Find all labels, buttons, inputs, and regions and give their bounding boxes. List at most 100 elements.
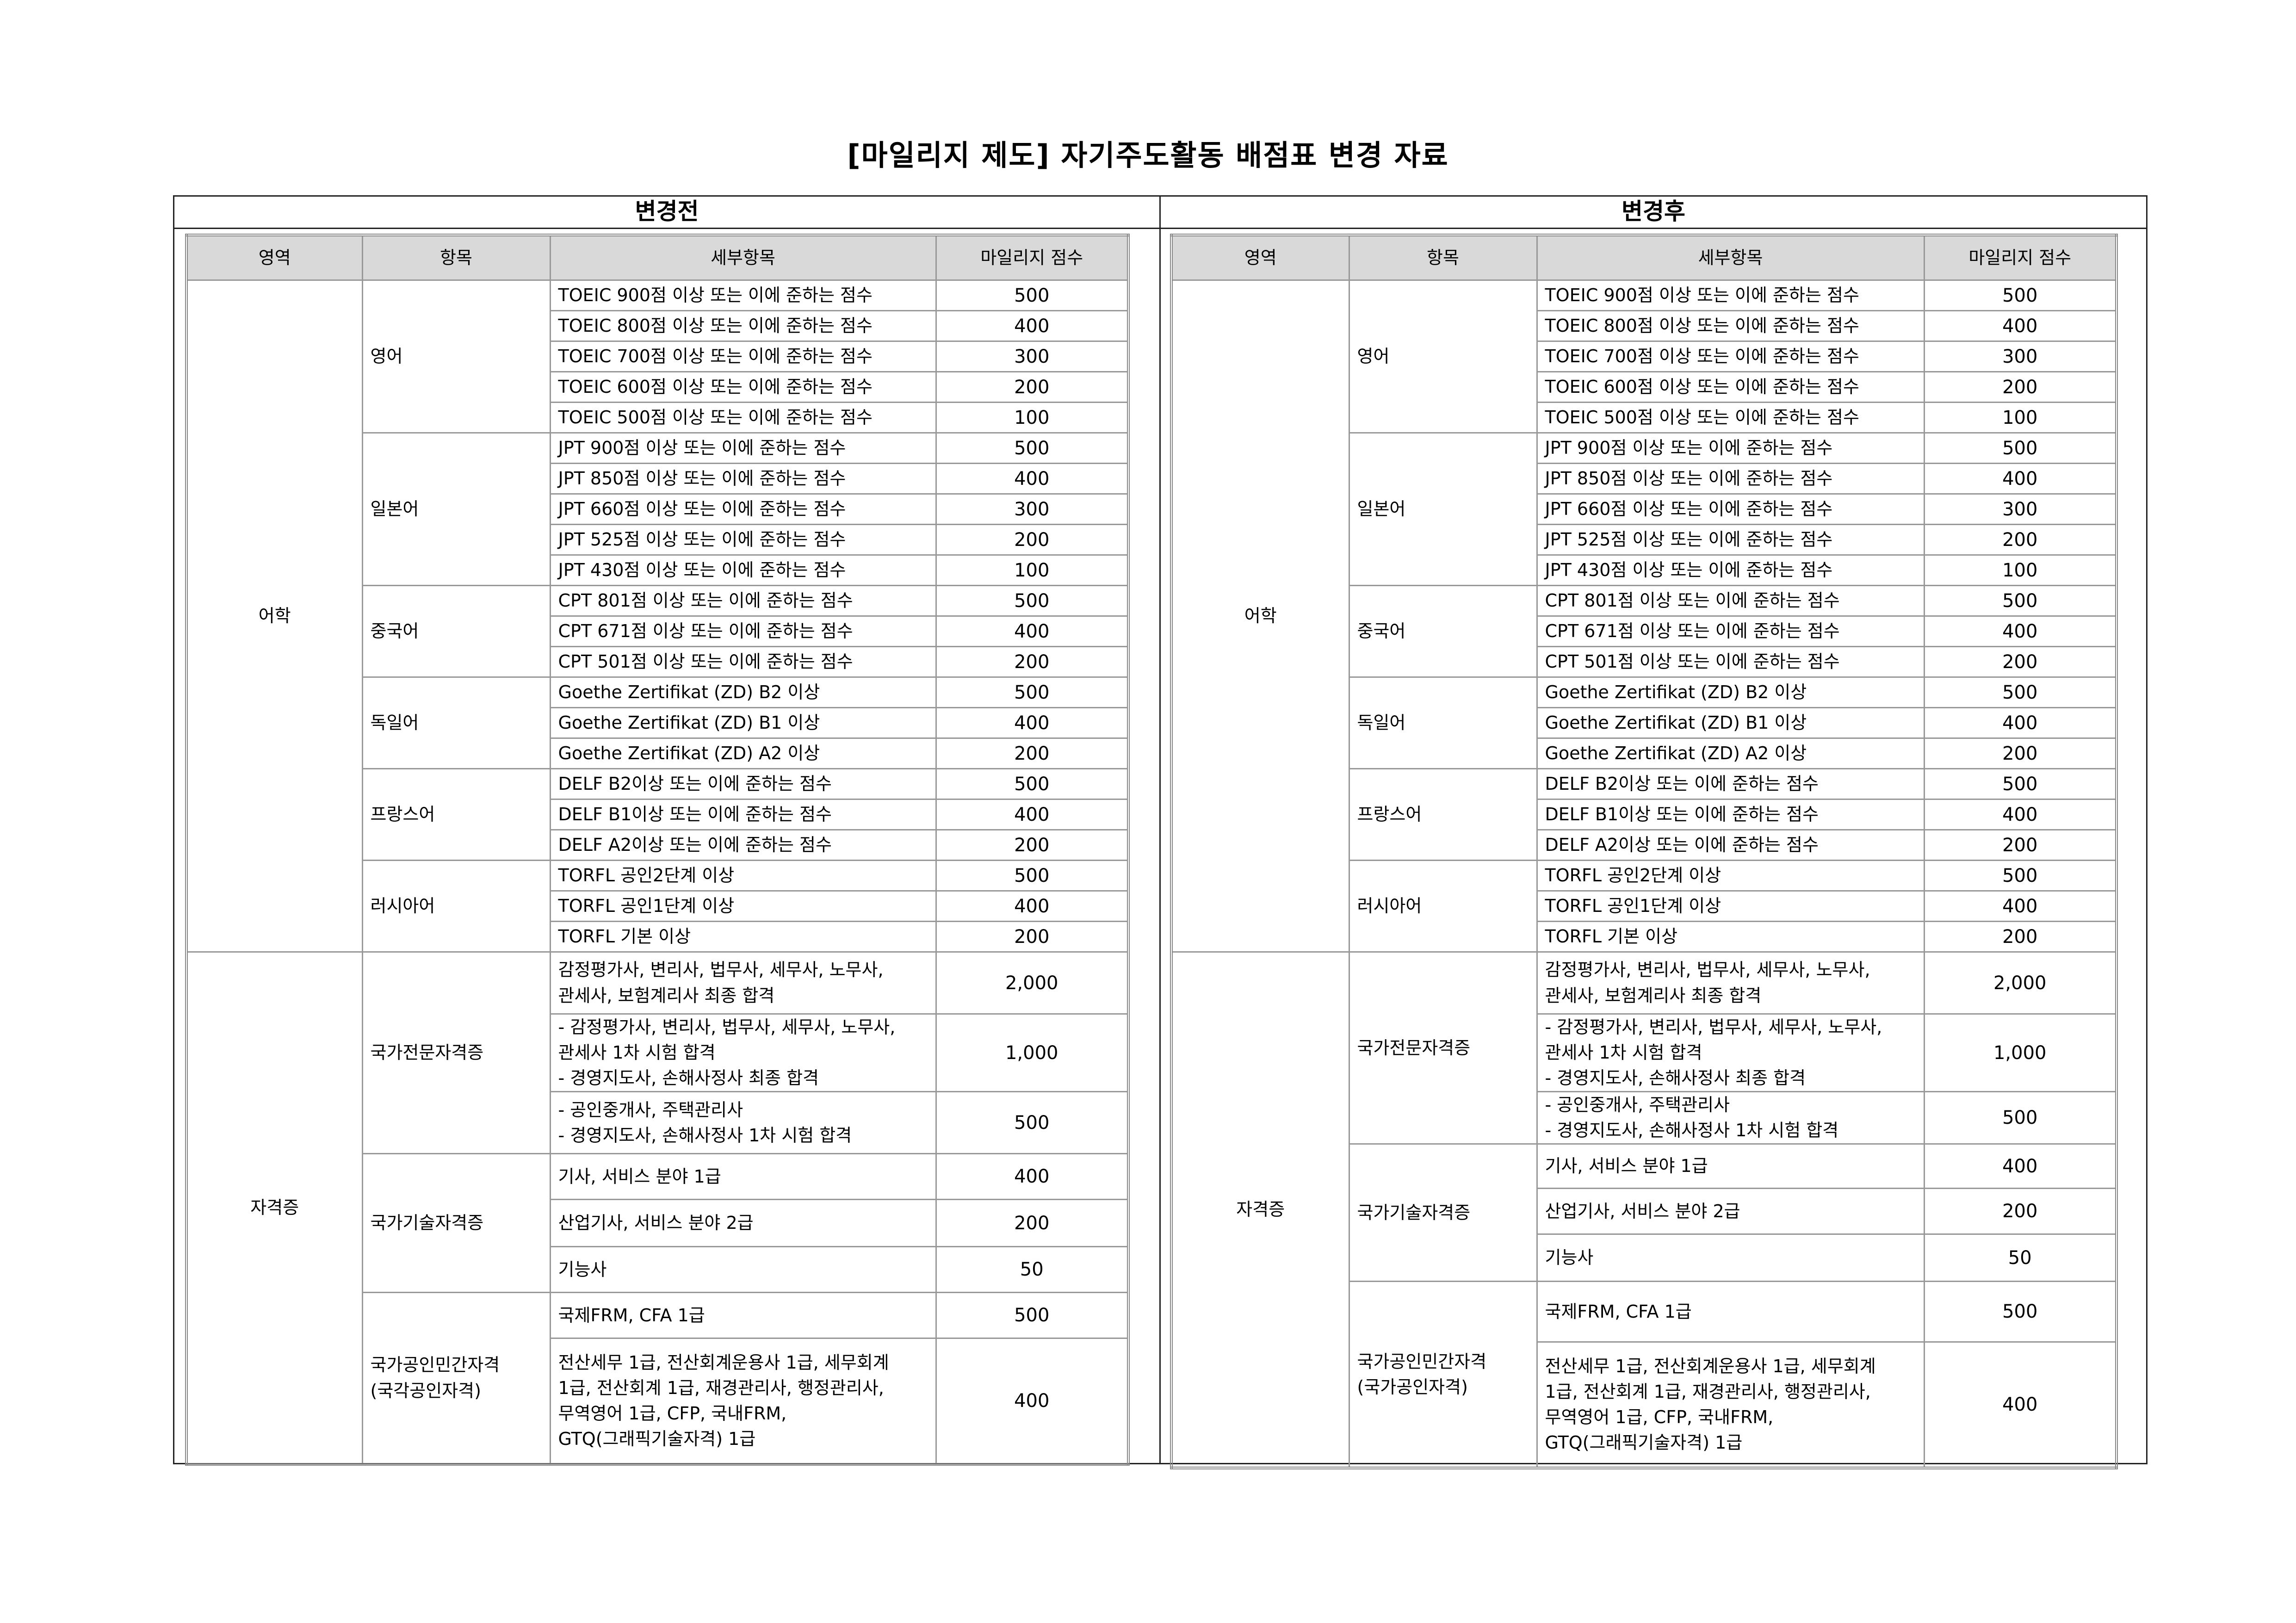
score-cell: 400 [935,310,1129,342]
score-cell: 200 [935,371,1129,403]
score-cell: 400 [1923,1341,2117,1469]
detail-cell: - 감정평가사, 변리사, 법무사, 세무사, 노무사, 관세사 1차 시험 합… [1536,1013,1925,1093]
score-cell: 500 [1923,585,2117,617]
page-title: [마일리지 제도] 자기주도활동 배점표 변경 자료 [847,138,1449,172]
score-cell: 500 [935,585,1129,617]
score-cell: 2,000 [1923,951,2117,1015]
score-cell: 300 [935,493,1129,525]
table-row: 프랑스어 DELF B2이상 또는 이에 준하는 점수 500 [1171,768,2117,861]
score-cell: 100 [1923,554,2117,586]
detail-cell: - 공인중개사, 주택관리사 - 경영지도사, 손해사정사 1차 시험 합격 [549,1091,937,1155]
score-cell: 500 [935,768,1129,800]
detail-cell: 기능사 [549,1246,937,1294]
table-row: - 감정평가사, 변리사, 법무사, 세무사, 노무사, 관세사 1차 시험 합… [1171,1013,2117,1093]
score-cell: 300 [935,341,1129,372]
table-row: 러시아어 TORFL 공인2단계 이상 500 [186,860,1129,953]
table-row: TOEIC 700점 이상 또는 이에 준하는 점수 300 [186,341,1129,372]
score-cell: 50 [935,1246,1129,1294]
item-cell: 중국어 [1348,585,1538,678]
score-cell: 500 [935,1091,1129,1155]
table-row: 국가기술자격증 기사, 서비스 분야 1급 400 [186,1153,1129,1294]
score-cell: 200 [1923,371,2117,403]
detail-cell: TORFL 기본 이상 [549,921,937,953]
table-row: Goethe Zertifikat (ZD) A2 이상 200 [186,737,1129,769]
item-cell: 영어 [361,279,551,434]
score-cell: 400 [1923,310,2117,342]
table-row: JPT 430점 이상 또는 이에 준하는 점수 100 [186,554,1129,586]
score-cell: 200 [935,829,1129,861]
table-row: Goethe Zertifikat (ZD) B1 이상 400 [1171,707,2117,739]
score-cell: 400 [935,463,1129,495]
score-cell: 100 [1923,402,2117,434]
table-row: JPT 525점 이상 또는 이에 준하는 점수 200 [186,524,1129,556]
detail-cell: 산업기사, 서비스 분야 2급 [549,1199,937,1248]
table-row: - 감정평가사, 변리사, 법무사, 세무사, 노무사, 관세사 1차 시험 합… [186,1013,1129,1093]
score-cell: 100 [935,554,1129,586]
item-cell: 국가전문자격증 [1348,951,1538,1145]
score-cell: 200 [935,921,1129,953]
score-cell: 500 [1923,1091,2117,1145]
score-cell: 500 [1923,768,2117,800]
detail-cell: CPT 671점 이상 또는 이에 준하는 점수 [1536,615,1925,647]
item-cell: 국가전문자격증 [361,951,551,1155]
column-header: 세부항목 [1536,234,1925,281]
item-cell: 영어 [1348,279,1538,434]
score-cell: 200 [1923,921,2117,953]
table-row: 산업기사, 서비스 분야 2급 200 [186,1199,1129,1248]
section-after-heading: 변경후 [1161,197,2146,229]
area-cell: 자격증 [186,951,363,1465]
detail-cell: 국제FRM, CFA 1급 [1536,1281,1925,1343]
score-cell: 400 [935,615,1129,647]
detail-cell: TORFL 공인1단계 이상 [1536,890,1925,922]
table-row: TOEIC 700점 이상 또는 이에 준하는 점수 300 [1171,341,2117,372]
detail-cell: - 감정평가사, 변리사, 법무사, 세무사, 노무사, 관세사 1차 시험 합… [549,1013,937,1093]
table-row: 중국어 CPT 801점 이상 또는 이에 준하는 점수 500 [186,585,1129,678]
score-cell: 400 [1923,615,2117,647]
detail-cell: JPT 850점 이상 또는 이에 준하는 점수 [1536,463,1925,495]
score-cell: 500 [1923,1281,2117,1343]
table-row: CPT 671점 이상 또는 이에 준하는 점수 400 [1171,615,2117,647]
item-cell: 일본어 [1348,432,1538,586]
detail-cell: 기사, 서비스 분야 1급 [1536,1143,1925,1189]
score-cell: 1,000 [1923,1013,2117,1093]
detail-cell: Goethe Zertifikat (ZD) B1 이상 [549,707,937,739]
score-cell: 500 [935,860,1129,892]
detail-cell: TOEIC 500점 이상 또는 이에 준하는 점수 [1536,402,1925,434]
before-table: 영역 항목 세부항목 마일리지 점수 어학 영어 TOEIC 900점 이상 또는 이에 준… [185,234,1130,1466]
detail-cell: JPT 900점 이상 또는 이에 준하는 점수 [1536,432,1925,464]
detail-cell: 기사, 서비스 분야 1급 [549,1153,937,1201]
column-header: 항목 [361,234,551,281]
table-row: 러시아어 TORFL 공인2단계 이상 500 [1171,860,2117,953]
detail-cell: Goethe Zertifikat (ZD) B1 이상 [1536,707,1925,739]
item-cell: 프랑스어 [361,768,551,861]
table-row: DELF A2이상 또는 이에 준하는 점수 200 [1171,829,2117,861]
score-cell: 500 [935,1292,1129,1339]
header-row: 영역 항목 세부항목 마일리지 점수 [186,234,1129,281]
column-header: 항목 [1348,234,1538,281]
detail-cell: 국제FRM, CFA 1급 [549,1292,937,1339]
detail-cell: JPT 850점 이상 또는 이에 준하는 점수 [549,463,937,495]
detail-cell: JPT 660점 이상 또는 이에 준하는 점수 [549,493,937,525]
detail-cell: TOEIC 700점 이상 또는 이에 준하는 점수 [549,341,937,372]
detail-cell: 감정평가사, 변리사, 법무사, 세무사, 노무사, 관세사, 보험계리사 최종… [549,951,937,1015]
score-cell: 300 [1923,493,2117,525]
column-header: 세부항목 [549,234,937,281]
detail-cell: TORFL 기본 이상 [1536,921,1925,953]
table-row: JPT 430점 이상 또는 이에 준하는 점수 100 [1171,554,2117,586]
section-after: 변경후 영역 항목 세부항목 마일리지 점수 어학 영어 TOEIC 900점 이상 또는 … [1161,197,2146,1469]
table-row: CPT 671점 이상 또는 이에 준하는 점수 400 [186,615,1129,647]
score-cell: 200 [1923,829,2117,861]
detail-cell: 전산세무 1급, 전산회계운용사 1급, 세무회계 1급, 전산회계 1급, 재… [1536,1341,1925,1469]
score-cell: 200 [1923,1188,2117,1235]
detail-cell: DELF A2이상 또는 이에 준하는 점수 [549,829,937,861]
table-row: JPT 660점 이상 또는 이에 준하는 점수 300 [1171,493,2117,525]
score-cell: 200 [935,646,1129,678]
table-row: 기능사 50 [186,1246,1129,1294]
detail-cell: CPT 671점 이상 또는 이에 준하는 점수 [549,615,937,647]
table-row: Goethe Zertifikat (ZD) A2 이상 200 [1171,737,2117,769]
score-cell: 400 [935,890,1129,922]
table-row: 전산세무 1급, 전산회계운용사 1급, 세무회계 1급, 전산회계 1급, 재… [186,1338,1129,1465]
table-row: TORFL 기본 이상 200 [1171,921,2117,953]
detail-cell: CPT 501점 이상 또는 이에 준하는 점수 [549,646,937,678]
score-cell: 1,000 [935,1013,1129,1093]
